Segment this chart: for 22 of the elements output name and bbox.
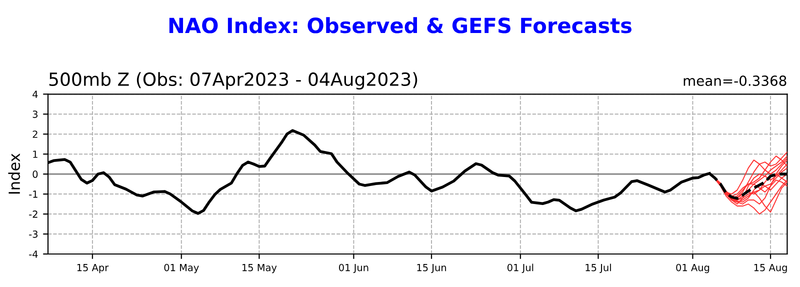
x-tick-label: 15 Apr [77,264,109,274]
chart-subtitle: 500mb Z (Obs: 07Apr2023 - 04Aug2023) [49,72,418,90]
x-tick-label: 01 May [164,264,199,274]
x-tick-label: 01 Jul [507,264,534,274]
y-tick-label: 3 [32,110,38,118]
x-tick-label: 15 Aug [754,264,787,274]
chart-title: NAO Index: Observed & GEFS Forecasts [169,17,632,34]
y-tick-label: -2 [29,210,38,218]
y-axis-title: Index [8,154,20,194]
x-tick-label: 15 Jul [586,264,611,274]
y-tick-label: 2 [32,130,38,138]
y-tick-label: 1 [33,150,38,158]
y-tick-label: 0 [32,170,38,178]
y-tick-label: -3 [29,230,38,238]
y-tick-label: 4 [32,90,38,98]
x-tick-label: 01 Jun [339,264,368,274]
text: mean=-0.3368 [684,75,786,86]
x-tick-label: 01 Aug [676,264,710,274]
y-tick-label: -4 [29,250,38,258]
x-tick-label: 15 May [242,264,277,274]
x-tick-label: 15 Jun [417,264,446,274]
y-tick-label: -1 [29,190,38,198]
